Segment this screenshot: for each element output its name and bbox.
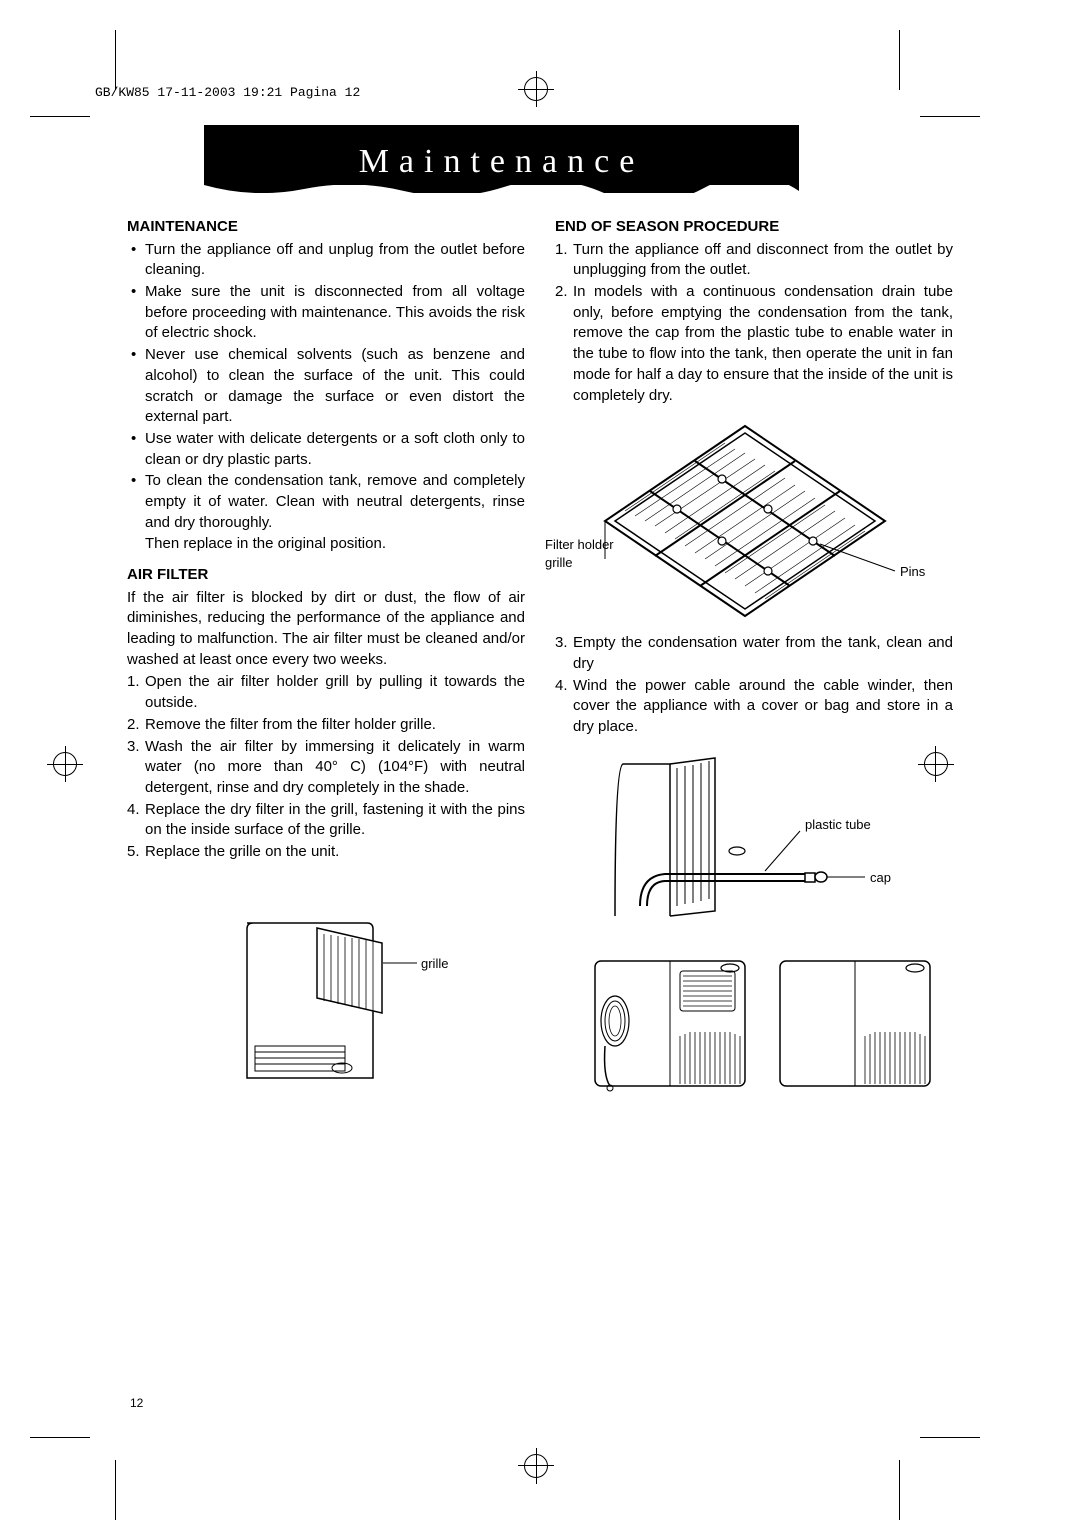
banner-wave-icon: [204, 185, 799, 199]
list-item: Turn the appliance off and disconnect fr…: [555, 240, 953, 281]
left-column: MAINTENANCE Turn the appliance off and u…: [127, 217, 525, 1108]
figure-storage: [585, 956, 953, 1096]
crop-mark: [30, 116, 90, 117]
filter-holder-grille-icon: [545, 421, 945, 621]
air-filter-intro: If the air filter is blocked by dirt or …: [127, 588, 525, 671]
list-item: Turn the appliance off and unplug from t…: [127, 240, 525, 281]
end-of-season-heading: END OF SEASON PROCEDURE: [555, 217, 953, 238]
crop-mark: [30, 1437, 90, 1438]
storage-icon: [585, 956, 935, 1096]
pins-label: Pins: [900, 563, 925, 581]
crop-mark: [899, 30, 900, 90]
filter-holder-label: Filter holder grille: [545, 536, 615, 572]
crop-register: [65, 746, 66, 782]
crop-mark: [115, 1460, 116, 1520]
list-item: To clean the condensation tank, remove a…: [127, 471, 525, 533]
then-text: Then replace in the original position.: [127, 534, 525, 555]
figure-grille: grille: [187, 918, 525, 1088]
plastic-tube-label: plastic tube: [805, 816, 871, 834]
figure-filter-holder: Filter holder grille Pins: [545, 421, 953, 621]
crop-mark: [920, 1437, 980, 1438]
air-filter-steps: Open the air filter holder grill by pull…: [127, 672, 525, 862]
right-column: END OF SEASON PROCEDURE Turn the applian…: [555, 217, 953, 1108]
list-item: Wash the air filter by immersing it deli…: [127, 737, 525, 799]
print-header-info: GB/KW85 17-11-2003 19:21 Pagina 12: [95, 85, 360, 100]
list-item: Make sure the unit is disconnected from …: [127, 282, 525, 344]
air-filter-heading: AIR FILTER: [127, 565, 525, 586]
list-item: In models with a continuous condensation…: [555, 282, 953, 406]
plastic-tube-icon: [565, 756, 945, 936]
figure-plastic-tube: plastic tube cap: [565, 756, 953, 936]
appliance-grille-icon: [187, 918, 447, 1088]
list-item: Open the air filter holder grill by pull…: [127, 672, 525, 713]
cap-label: cap: [870, 869, 891, 887]
list-item: Replace the grille on the unit.: [127, 842, 525, 863]
crop-mark: [115, 30, 116, 90]
crop-register: [536, 71, 537, 107]
crop-mark: [899, 1460, 900, 1520]
end-of-season-steps-a: Turn the appliance off and disconnect fr…: [555, 240, 953, 407]
crop-mark: [920, 116, 980, 117]
maintenance-heading: MAINTENANCE: [127, 217, 525, 238]
list-item: Wind the power cable around the cable wi…: [555, 676, 953, 738]
page-content: Maintenance MAINTENANCE Turn the applian…: [127, 125, 953, 1108]
list-item: Empty the condensation water from the ta…: [555, 633, 953, 674]
list-item: Remove the filter from the filter holder…: [127, 715, 525, 736]
crop-register: [536, 1448, 537, 1484]
list-item: Replace the dry filter in the grill, fas…: [127, 800, 525, 841]
end-of-season-steps-b: Empty the condensation water from the ta…: [555, 633, 953, 737]
page-title: Maintenance: [204, 143, 799, 181]
list-item: Never use chemical solvents (such as ben…: [127, 345, 525, 428]
list-item: Use water with delicate detergents or a …: [127, 429, 525, 470]
maintenance-list: Turn the appliance off and unplug from t…: [127, 240, 525, 534]
title-banner: Maintenance: [204, 125, 799, 199]
grille-label: grille: [421, 955, 448, 973]
page-number: 12: [130, 1396, 143, 1410]
